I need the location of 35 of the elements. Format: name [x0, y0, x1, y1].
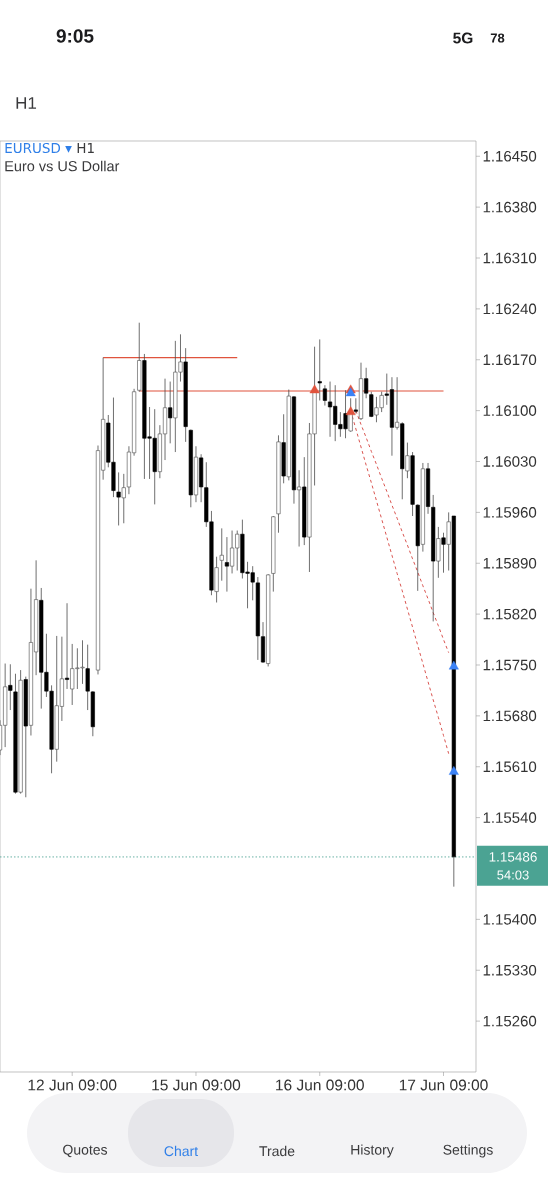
- text: 54:03: [497, 870, 529, 880]
- text: 78: [490, 33, 505, 43]
- y-tick-label: 1.15680: [483, 710, 537, 722]
- x-tick-label: 17 Jun 09:00: [399, 1079, 488, 1091]
- text: Chart: [164, 1145, 199, 1157]
- y-tick-label: 1.16100: [483, 405, 537, 416]
- x-tick-label: 15 Jun 09:00: [152, 1079, 241, 1091]
- text: Quotes: [63, 1144, 108, 1158]
- y-tick-label: 1.16310: [483, 252, 537, 264]
- text: History: [351, 1144, 394, 1158]
- x-tick-label: 16 Jun 09:00: [276, 1079, 364, 1091]
- y-tick-label: 1.15890: [483, 557, 537, 569]
- y-tick-label: 1.16380: [483, 201, 537, 213]
- text: Euro vs US Dollar: [5, 160, 120, 172]
- annotation: H1: [77, 143, 94, 153]
- text: Trade: [259, 1145, 295, 1157]
- y-tick-label: 1.15330: [483, 964, 537, 976]
- y-tick-label: 1.15400: [483, 914, 537, 925]
- y-tick-label: 1.16170: [483, 354, 537, 366]
- chart-title: EURUSD ▾: [5, 142, 72, 154]
- ref-line-label: 1.15486: [489, 852, 537, 862]
- text: 5G: [453, 32, 473, 44]
- x-tick-label: 12 Jun 09:00: [28, 1079, 117, 1091]
- text: Settings: [443, 1144, 493, 1158]
- y-tick-label: 1.16450: [483, 150, 537, 162]
- y-tick-label: 1.15750: [483, 659, 537, 671]
- text: H1: [16, 97, 37, 109]
- text: 9:05: [56, 29, 94, 43]
- y-tick-label: 1.15820: [483, 608, 537, 620]
- y-tick-label: 1.15610: [483, 761, 537, 773]
- y-tick-label: 1.15260: [483, 1015, 537, 1027]
- y-tick-label: 1.15540: [483, 812, 537, 823]
- y-tick-label: 1.16030: [483, 456, 537, 467]
- y-tick-label: 1.15960: [483, 507, 537, 518]
- y-tick-label: 1.16240: [483, 303, 537, 315]
